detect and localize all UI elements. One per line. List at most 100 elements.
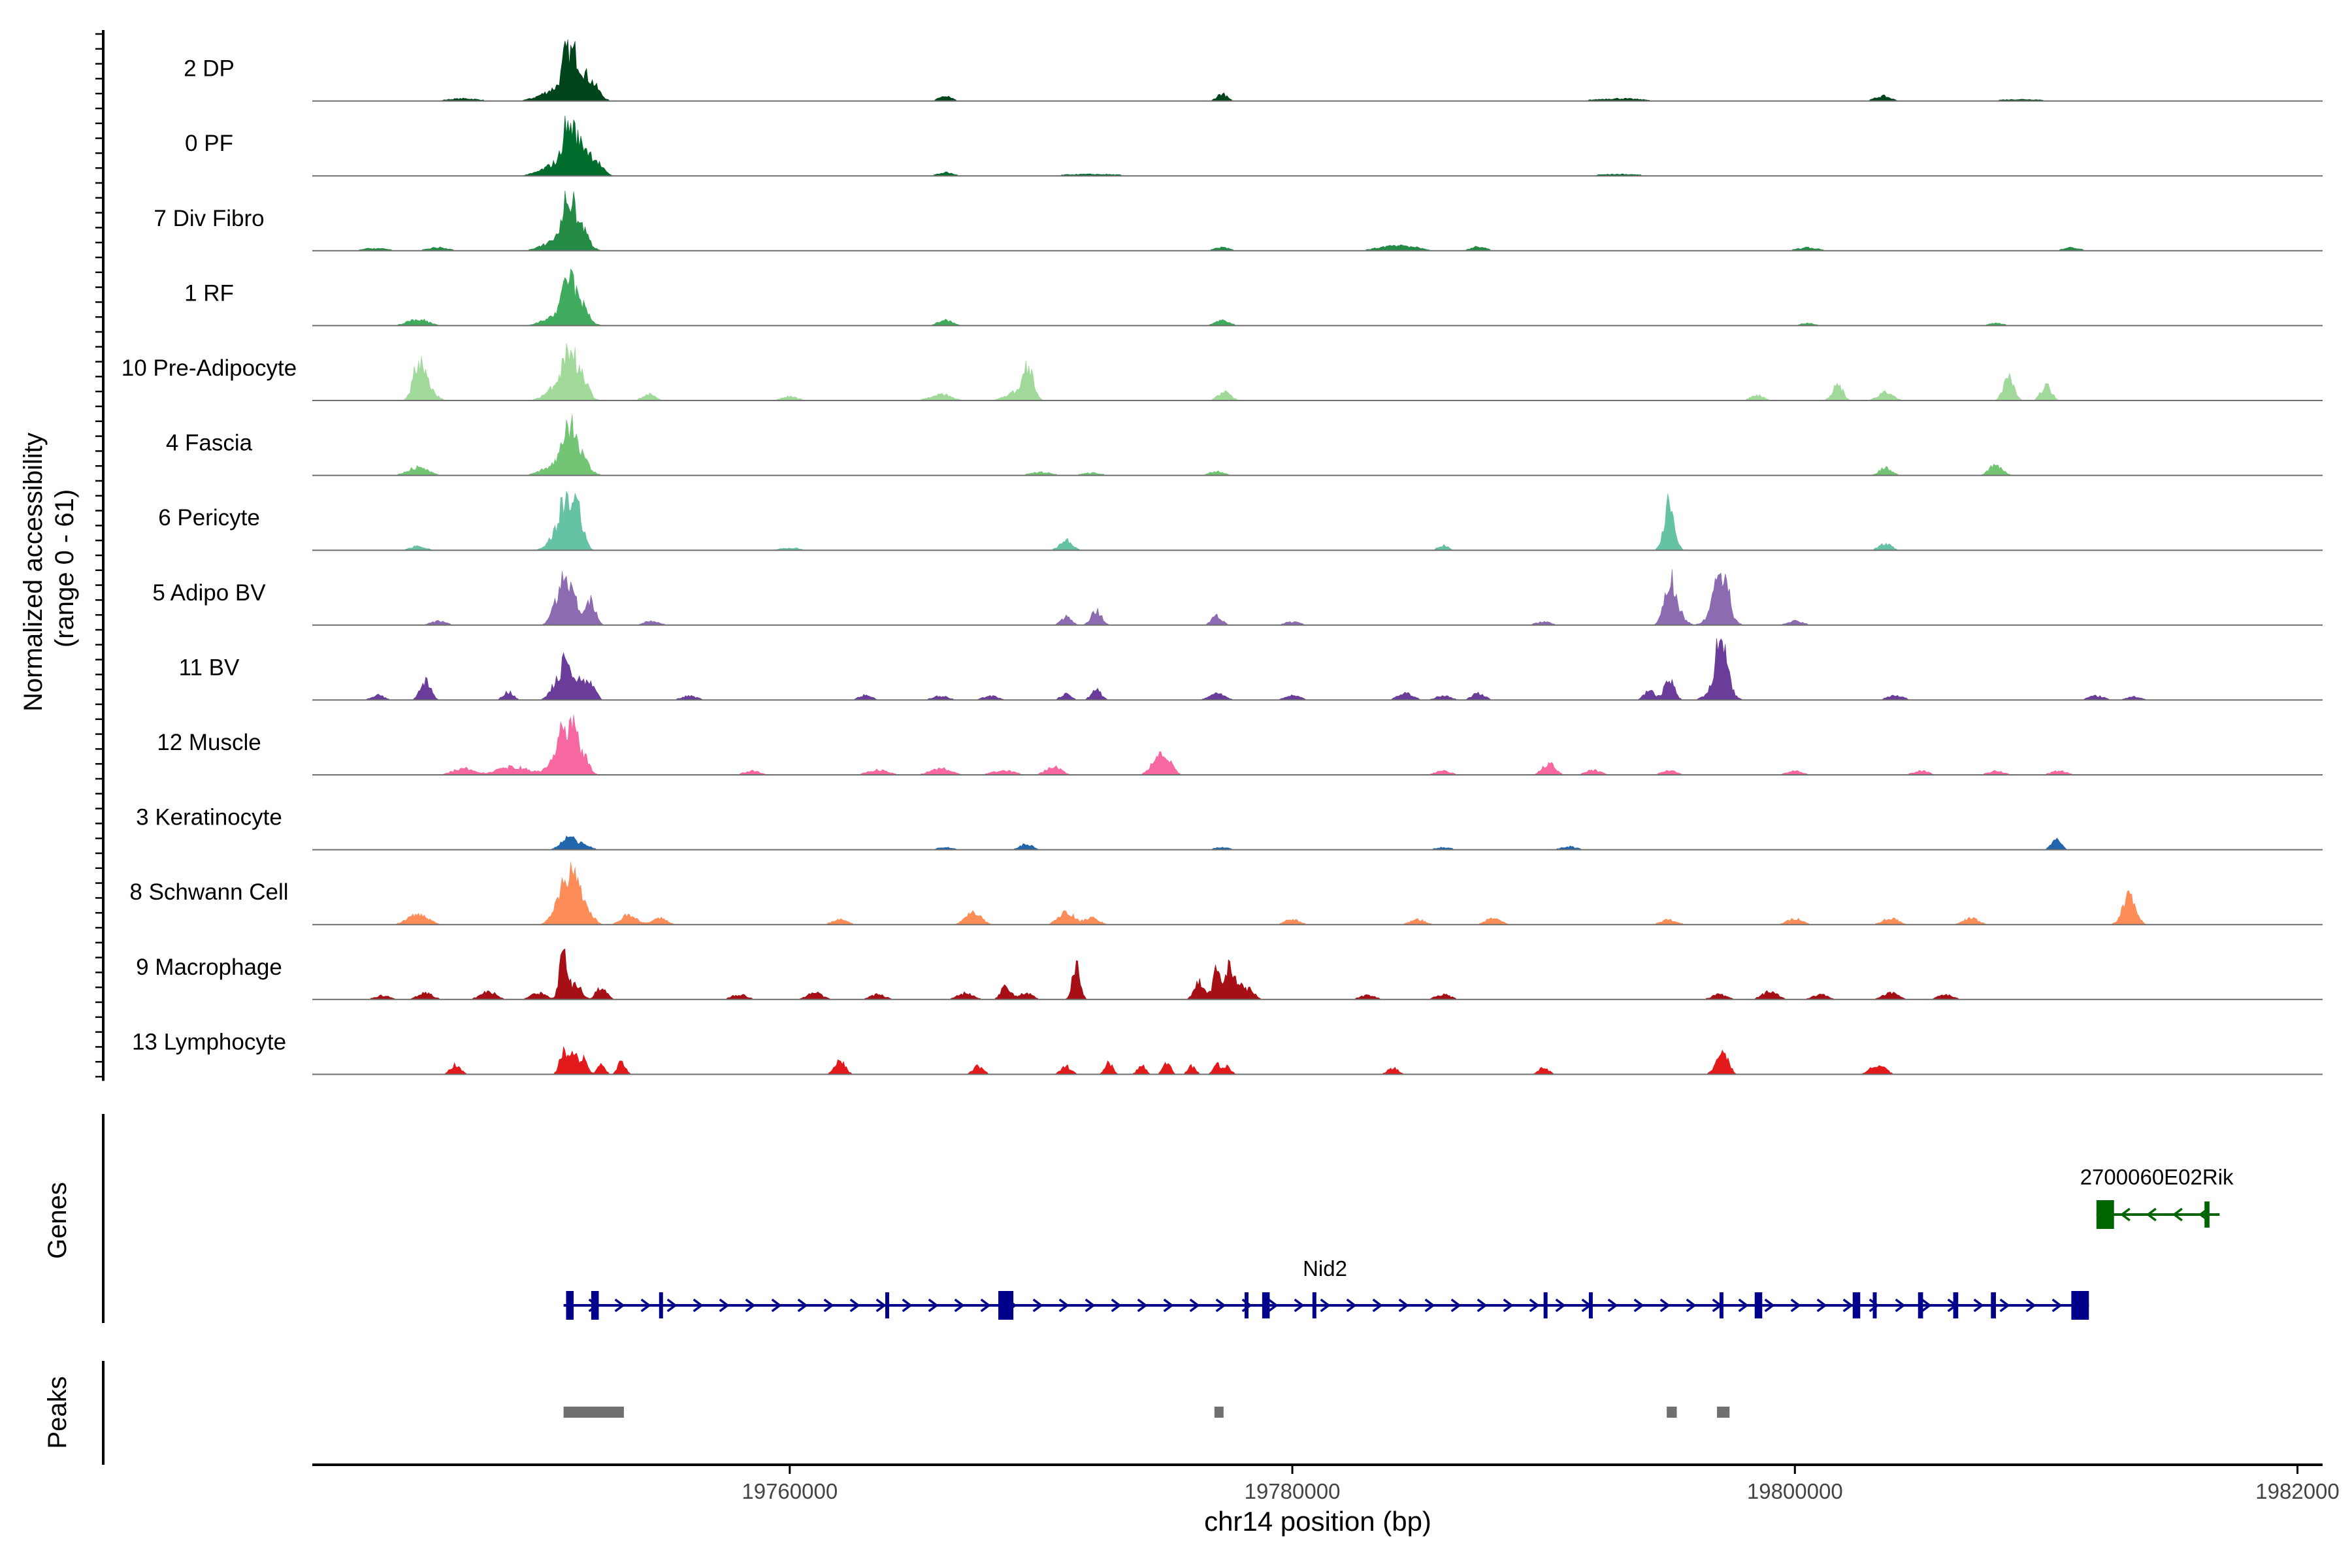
gene-annotation-track: Nid2 2700060E02Rik [563,1165,2234,1320]
strand-arrow [1555,1298,1566,1313]
strand-arrow [1869,1298,1880,1313]
coverage-area [312,414,2323,476]
strand-arrow [2051,1298,2063,1313]
strand-arrow [1816,1298,1827,1313]
strand-arrow [1607,1298,1618,1313]
track-label: 7 Div Fibro [154,206,264,231]
strand-arrow [875,1298,887,1313]
strand-arrow [1294,1298,1305,1313]
x-axis-label: chr14 position (bp) [1204,1506,1431,1537]
strand-arrow [1477,1298,1488,1313]
strand-arrow [1163,1298,1174,1313]
coverage-area [312,836,2323,850]
peak-regions-track [563,1407,1730,1418]
coverage-track: 2 DP [184,39,2323,102]
peak-region [563,1407,624,1418]
coverage-track: 8 Schwann Cell [129,862,2323,926]
strand-arrow [1738,1298,1749,1313]
coverage-area [312,569,2323,626]
track-label: 1 RF [184,280,234,306]
strand-arrow [745,1298,756,1313]
track-label: 12 Muscle [157,730,261,755]
strand-arrow [2146,1207,2157,1222]
exon [1918,1292,1923,1318]
strand-arrow [2025,1298,2036,1313]
coverage-track: 12 Muscle [157,714,2323,776]
y-axis-label: Normalized accessibility (range 0 - 61) [19,425,79,711]
track-label: 2 DP [184,56,235,82]
exon [1588,1292,1593,1318]
strand-arrow [1215,1298,1226,1313]
strand-arrow [614,1298,625,1313]
strand-arrow [1346,1298,1357,1313]
gene-model: 2700060E02Rik [2080,1165,2234,1229]
strand-arrow [1659,1298,1671,1313]
strand-arrow [1450,1298,1462,1313]
coverage-track: 9 Macrophage [136,948,2323,1000]
genes-section-label: Genes [43,1182,72,1259]
track-label: 5 Adipo BV [152,580,266,606]
peak-region [1667,1407,1677,1418]
coverage-track: 1 RF [184,268,2323,327]
strand-arrow [771,1298,782,1313]
strand-arrow [1999,1298,2010,1313]
coverage-area [312,490,2323,551]
x-tick-label: 19760000 [742,1479,838,1503]
coverage-area [312,862,2323,925]
y-axis-label-line-1: Normalized accessibility [19,433,48,711]
strand-arrow [797,1298,808,1313]
strand-arrow [1686,1298,1697,1313]
coverage-area [312,638,2323,700]
strand-arrow [1633,1298,1644,1313]
coverage-area [312,115,2323,176]
strand-arrow [1372,1298,1383,1313]
strand-arrow [954,1298,965,1313]
x-tick-label: 19800000 [1747,1479,1843,1503]
coverage-track: 5 Adipo BV [152,569,2323,626]
strand-arrow [849,1298,860,1313]
strand-arrow [1973,1298,1984,1313]
exon [998,1291,1014,1320]
coverage-area [312,1046,2323,1075]
coverage-area [312,343,2323,401]
y-axis-label-line-2: (range 0 - 61) [50,489,79,647]
gene-model: Nid2 [563,1256,2089,1320]
track-label: 11 BV [179,655,240,680]
track-label: 8 Schwann Cell [129,879,288,905]
coverage-track: 7 Div Fibro [154,190,2323,252]
coverage-track: 6 Pericyte [158,490,2323,551]
strand-arrow [1921,1298,1932,1313]
gene-name: 2700060E02Rik [2080,1165,2234,1189]
exon [1262,1292,1270,1318]
strand-arrow [1189,1298,1200,1313]
track-y-axis [95,30,105,1081]
strand-arrow [1842,1298,1854,1313]
strand-arrow [1320,1298,1331,1313]
coverage-track: 10 Pre-Adipocyte [122,343,2323,401]
strand-arrow [1137,1298,1148,1313]
exon [1312,1292,1316,1318]
exon [2096,1200,2114,1229]
peak-region [1214,1407,1224,1418]
strand-arrow [1424,1298,1435,1313]
exon [1719,1292,1723,1318]
coverage-tracks: 2 DP 0 PF 7 Div Fibro 1 RF 10 Pre-Adipocyte 4… [122,39,2323,1075]
strand-arrow [2172,1207,2183,1222]
strand-arrow [1529,1298,1540,1313]
exon [566,1291,574,1320]
strand-arrow [1764,1298,1775,1313]
strand-arrow [2119,1207,2131,1222]
coverage-track: 13 Lymphocyte [132,1029,2323,1075]
exon [885,1292,889,1318]
exon [2071,1291,2089,1320]
exon [1953,1292,1959,1318]
x-axis: 19760000 19780000 19800000 1982000 [312,1463,2340,1503]
coverage-area [312,190,2323,252]
peaks-section-label: Peaks [43,1376,72,1448]
peak-region [1717,1407,1730,1418]
strand-arrow [1085,1298,1096,1313]
track-label: 4 Fascia [166,431,253,456]
exon [1754,1292,1763,1318]
exon [591,1291,599,1320]
